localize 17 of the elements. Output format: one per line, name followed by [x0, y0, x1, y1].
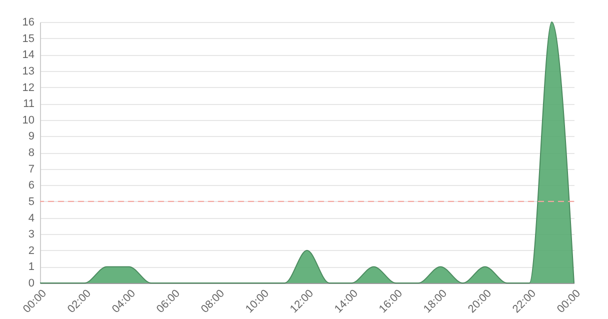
y-tick-label: 4: [28, 212, 34, 224]
y-tick-label: 2: [28, 244, 34, 257]
y-tick-label: 5: [28, 196, 34, 208]
y-tick-label: 3: [28, 228, 34, 241]
y-tick-label: 0: [28, 278, 34, 290]
y-tick-label: 16: [22, 16, 34, 28]
y-tick-label: 6: [28, 180, 34, 192]
y-tick-label: 10: [22, 114, 34, 126]
y-tick-label: 15: [22, 32, 34, 45]
y-tick-label: 1: [28, 261, 34, 274]
y-tick-label: 7: [28, 163, 34, 176]
y-tick-label: 9: [28, 130, 34, 143]
y-tick-label: 11: [23, 98, 34, 110]
y-tick-label: 13: [22, 65, 34, 78]
y-tick-label: 8: [28, 147, 34, 159]
y-tick-label: 12: [22, 82, 34, 94]
y-tick-label: 14: [22, 49, 34, 62]
